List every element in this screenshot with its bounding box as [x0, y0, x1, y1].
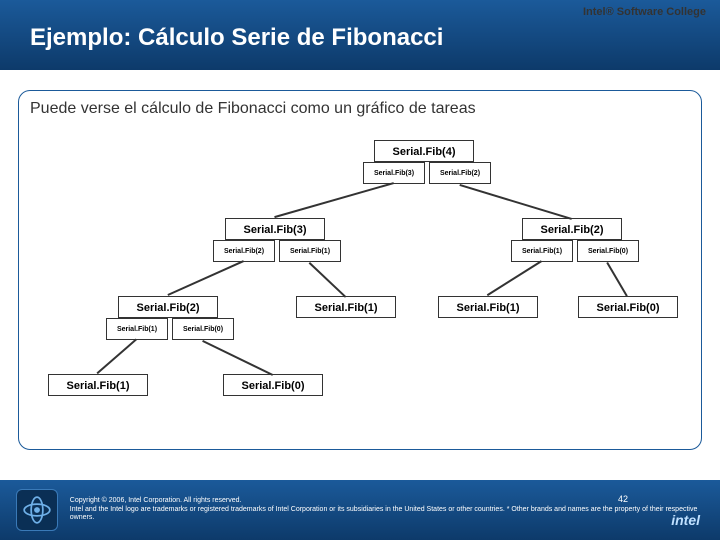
- page-number: 42: [618, 494, 628, 504]
- tree-edge: [460, 184, 572, 219]
- tree-edge: [97, 339, 137, 374]
- tree-node: Serial.Fib(1): [511, 240, 573, 262]
- tree-node: Serial.Fib(3): [225, 218, 325, 240]
- tree-node: Serial.Fib(0): [578, 296, 678, 318]
- tree-node: Serial.Fib(1): [296, 296, 396, 318]
- task-tree: Serial.Fib(4)Serial.Fib(3)Serial.Fib(2)S…: [18, 130, 702, 450]
- subtitle: Puede verse el cálculo de Fibonacci como…: [30, 100, 476, 118]
- tree-node: Serial.Fib(1): [106, 318, 168, 340]
- tree-edge: [309, 262, 346, 297]
- tree-node: Serial.Fib(0): [172, 318, 234, 340]
- brand-label: Intel® Software College: [583, 6, 706, 18]
- tree-edge: [202, 340, 273, 375]
- tree-edge: [487, 261, 542, 296]
- tree-edge: [167, 261, 244, 296]
- tree-node: Serial.Fib(1): [438, 296, 538, 318]
- tree-node: Serial.Fib(0): [577, 240, 639, 262]
- legal-line: Intel and the Intel logo are trademarks …: [70, 506, 720, 524]
- intel-logo: intel: [671, 512, 700, 528]
- tree-node: Serial.Fib(2): [429, 162, 491, 184]
- tree-node: Serial.Fib(4): [374, 140, 474, 162]
- software-college-icon: [16, 489, 58, 531]
- tree-edge: [607, 262, 628, 297]
- tree-node: Serial.Fib(2): [522, 218, 622, 240]
- tree-node: Serial.Fib(1): [279, 240, 341, 262]
- footer-bar: Copyright © 2006, Intel Corporation. All…: [0, 480, 720, 540]
- tree-node: Serial.Fib(3): [363, 162, 425, 184]
- tree-node: Serial.Fib(1): [48, 374, 148, 396]
- tree-node: Serial.Fib(2): [118, 296, 218, 318]
- tree-edge: [275, 183, 394, 218]
- tree-node: Serial.Fib(2): [213, 240, 275, 262]
- tree-node: Serial.Fib(0): [223, 374, 323, 396]
- slide-title: Ejemplo: Cálculo Serie de Fibonacci: [30, 24, 443, 52]
